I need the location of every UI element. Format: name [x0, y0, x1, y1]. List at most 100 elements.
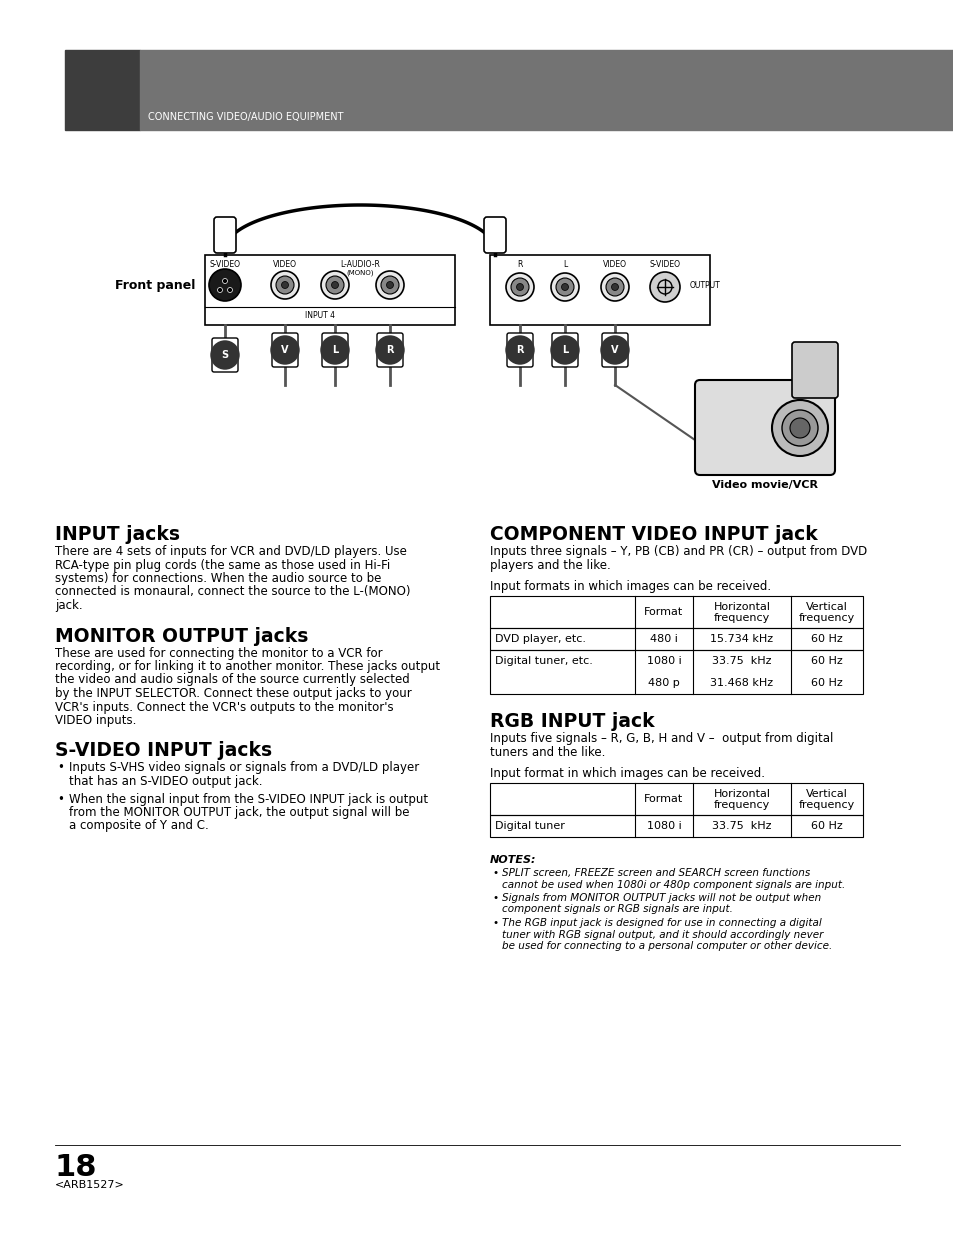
Text: •: • — [492, 918, 497, 927]
Text: that has an S-VIDEO output jack.: that has an S-VIDEO output jack. — [69, 776, 262, 788]
Text: 60 Hz: 60 Hz — [810, 678, 842, 688]
Text: 31.468 kHz: 31.468 kHz — [710, 678, 773, 688]
Text: OUTPUT: OUTPUT — [689, 280, 720, 289]
Text: R: R — [516, 345, 523, 354]
Text: Inputs five signals – R, G, B, H and V –  output from digital: Inputs five signals – R, G, B, H and V –… — [490, 732, 833, 745]
Circle shape — [516, 284, 523, 290]
Text: S-VIDEO: S-VIDEO — [649, 261, 679, 269]
Circle shape — [222, 279, 227, 284]
Circle shape — [380, 275, 398, 294]
Text: The RGB input jack is designed for use in connecting a digital: The RGB input jack is designed for use i… — [501, 918, 821, 927]
Circle shape — [281, 282, 288, 289]
Text: 60 Hz: 60 Hz — [810, 656, 842, 666]
Circle shape — [375, 270, 403, 299]
Text: Vertical: Vertical — [805, 789, 847, 799]
Text: Input formats in which images can be received.: Input formats in which images can be rec… — [490, 580, 770, 593]
Text: Signals from MONITOR OUTPUT jacks will not be output when: Signals from MONITOR OUTPUT jacks will n… — [501, 893, 821, 903]
Bar — [490, 629, 862, 650]
Text: DVD player, etc.: DVD player, etc. — [495, 634, 585, 643]
FancyBboxPatch shape — [506, 333, 533, 367]
Text: INPUT 4: INPUT 4 — [305, 311, 335, 320]
Text: V: V — [281, 345, 289, 354]
Circle shape — [771, 400, 827, 456]
FancyBboxPatch shape — [695, 380, 834, 475]
Text: L: L — [561, 345, 568, 354]
Text: frequency: frequency — [798, 613, 854, 622]
Text: 60 Hz: 60 Hz — [810, 634, 842, 643]
Text: NOTES:: NOTES: — [490, 855, 536, 864]
Text: When the signal input from the S-VIDEO INPUT jack is output: When the signal input from the S-VIDEO I… — [69, 793, 428, 805]
Text: tuners and the like.: tuners and the like. — [490, 746, 605, 758]
Text: 480 p: 480 p — [647, 678, 679, 688]
Text: S-VIDEO INPUT jacks: S-VIDEO INPUT jacks — [55, 741, 272, 761]
Circle shape — [511, 278, 529, 296]
Text: These are used for connecting the monitor to a VCR for: These are used for connecting the monito… — [55, 646, 382, 659]
Text: •: • — [492, 893, 497, 903]
Text: 480 i: 480 i — [649, 634, 678, 643]
Circle shape — [600, 273, 628, 301]
FancyBboxPatch shape — [322, 333, 348, 367]
Text: Horizontal: Horizontal — [713, 601, 770, 613]
Text: a composite of Y and C.: a composite of Y and C. — [69, 820, 209, 832]
Circle shape — [789, 417, 809, 438]
Text: Format: Format — [643, 794, 683, 804]
Text: players and the like.: players and the like. — [490, 558, 610, 572]
Text: VIDEO inputs.: VIDEO inputs. — [55, 714, 136, 727]
Circle shape — [275, 275, 294, 294]
Text: be used for connecting to a personal computer or other device.: be used for connecting to a personal com… — [501, 941, 831, 951]
Text: 33.75  kHz: 33.75 kHz — [712, 656, 771, 666]
Text: There are 4 sets of inputs for VCR and DVD/LD players. Use: There are 4 sets of inputs for VCR and D… — [55, 545, 406, 558]
Circle shape — [320, 270, 349, 299]
FancyBboxPatch shape — [212, 338, 237, 372]
Text: •: • — [492, 868, 497, 878]
Text: L: L — [332, 345, 337, 354]
Text: 1080 i: 1080 i — [646, 821, 680, 831]
Circle shape — [649, 272, 679, 303]
Text: component signals or RGB signals are input.: component signals or RGB signals are inp… — [501, 904, 732, 914]
Text: CONNECTING VIDEO/AUDIO EQUIPMENT: CONNECTING VIDEO/AUDIO EQUIPMENT — [148, 112, 343, 122]
Text: frequency: frequency — [798, 800, 854, 810]
FancyBboxPatch shape — [791, 342, 837, 398]
FancyBboxPatch shape — [213, 217, 235, 253]
Text: RGB INPUT jack: RGB INPUT jack — [490, 713, 654, 731]
Text: 15.734 kHz: 15.734 kHz — [710, 634, 773, 643]
Bar — [490, 650, 862, 694]
Text: Inputs S-VHS video signals or signals from a DVD/LD player: Inputs S-VHS video signals or signals fr… — [69, 762, 418, 774]
Bar — [490, 597, 862, 629]
Text: RCA-type pin plug cords (the same as those used in Hi-Fi: RCA-type pin plug cords (the same as tho… — [55, 558, 390, 572]
Text: Inputs three signals – Y, PB (CB) and PR (CR) – output from DVD: Inputs three signals – Y, PB (CB) and PR… — [490, 545, 866, 558]
Text: systems) for connections. When the audio source to be: systems) for connections. When the audio… — [55, 572, 381, 585]
Text: R: R — [517, 261, 522, 269]
Text: <ARB1527>: <ARB1527> — [55, 1179, 125, 1191]
Text: R: R — [386, 345, 394, 354]
Text: cannot be used when 1080i or 480p component signals are input.: cannot be used when 1080i or 480p compon… — [501, 879, 844, 889]
Text: VCR's inputs. Connect the VCR's outputs to the monitor's: VCR's inputs. Connect the VCR's outputs … — [55, 700, 394, 714]
Text: INPUT jacks: INPUT jacks — [55, 525, 180, 543]
FancyBboxPatch shape — [601, 333, 627, 367]
Circle shape — [217, 288, 222, 293]
Circle shape — [331, 282, 338, 289]
Circle shape — [605, 278, 623, 296]
Bar — [65, 49, 140, 130]
Text: Input format in which images can be received.: Input format in which images can be rece… — [490, 767, 764, 781]
Text: •: • — [57, 793, 64, 805]
Text: 60 Hz: 60 Hz — [810, 821, 842, 831]
Text: 1080 i: 1080 i — [646, 656, 680, 666]
Text: Horizontal: Horizontal — [713, 789, 770, 799]
FancyBboxPatch shape — [552, 333, 578, 367]
Bar — [205, 254, 455, 325]
Text: frequency: frequency — [713, 800, 769, 810]
Text: tuner with RGB signal output, and it should accordingly never: tuner with RGB signal output, and it sho… — [501, 930, 822, 940]
Text: 33.75  kHz: 33.75 kHz — [712, 821, 771, 831]
Text: S-VIDEO: S-VIDEO — [210, 261, 240, 269]
Text: S: S — [221, 350, 229, 359]
Circle shape — [227, 288, 233, 293]
Text: Digital tuner: Digital tuner — [495, 821, 564, 831]
Circle shape — [209, 269, 241, 301]
Bar — [490, 783, 862, 815]
Text: Format: Format — [643, 606, 683, 618]
Circle shape — [505, 273, 534, 301]
Circle shape — [326, 275, 344, 294]
Text: L-AUDIO-R: L-AUDIO-R — [339, 261, 379, 269]
Circle shape — [611, 284, 618, 290]
